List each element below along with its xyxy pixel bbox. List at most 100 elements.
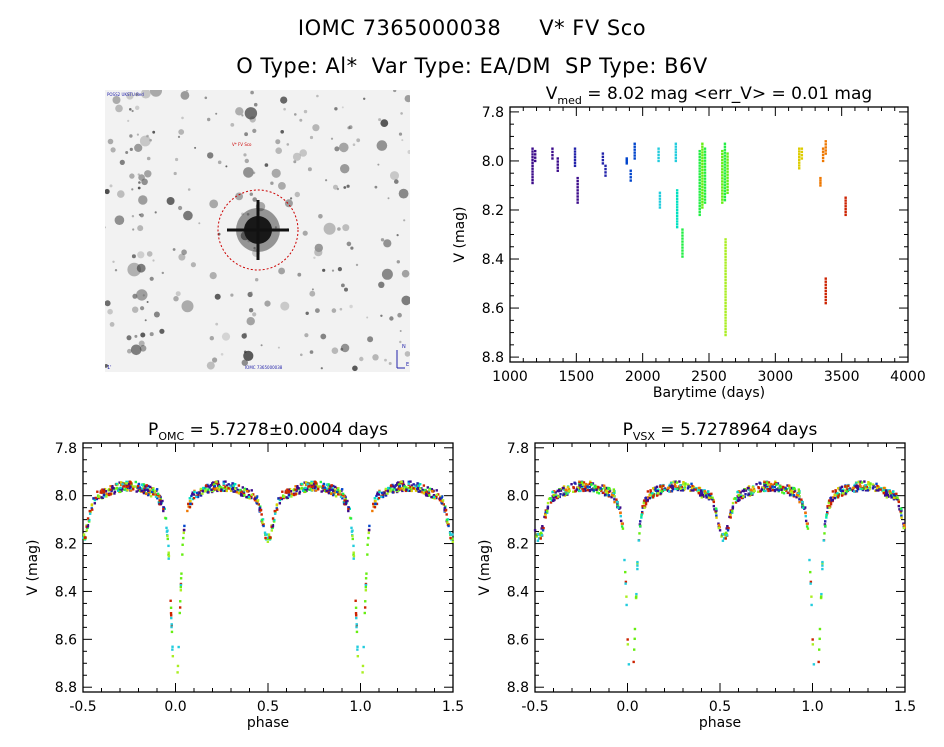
light-curve-point <box>726 167 729 170</box>
phase-vsx-point <box>616 502 619 505</box>
phase-omc-point <box>214 481 217 484</box>
light-curve-point <box>724 328 727 331</box>
light-curve-point <box>824 292 827 296</box>
phase-vsx-point <box>861 487 864 490</box>
phase-omc-point <box>318 485 321 488</box>
light-curve-point <box>604 171 607 174</box>
phase-omc-point <box>130 483 133 486</box>
phase-omc-point <box>328 488 332 492</box>
phase-vsx-point <box>777 488 780 492</box>
phase-vsx-point <box>888 489 891 492</box>
phase-omc-point <box>137 489 140 492</box>
phase-vsx-y-tick-label: 8.4 <box>507 584 529 600</box>
phase-omc-point <box>297 487 300 490</box>
light-curve-point <box>625 158 628 162</box>
phase-vsx-point <box>777 489 780 492</box>
light-curve-point <box>723 190 727 193</box>
phase-omc-point <box>211 489 215 492</box>
phase-omc-point <box>310 489 314 492</box>
light-curve-point <box>726 164 729 167</box>
phase-omc-point <box>189 499 192 503</box>
phase-vsx-point <box>897 498 900 502</box>
phase-vsx-point <box>650 493 654 497</box>
phase-vsx-point <box>550 499 554 502</box>
phase-vsx-point <box>889 491 892 495</box>
phase-vsx-point <box>706 490 710 493</box>
phase-vsx-point <box>768 488 771 491</box>
phase-vsx-point <box>765 481 769 484</box>
phase-omc-point <box>404 487 407 491</box>
phase-omc-point <box>143 484 147 488</box>
light-curve-point <box>698 158 701 162</box>
phase-omc-point <box>380 494 383 498</box>
phase-vsx-point <box>738 490 741 493</box>
phase-omc-point <box>95 497 99 501</box>
phase-omc-point <box>327 486 331 489</box>
phase-omc-point <box>235 491 239 494</box>
phase-vsx-point <box>861 487 865 490</box>
phase-vsx-point <box>781 488 784 491</box>
phase-omc-point <box>417 484 420 487</box>
phase-vsx-point <box>675 481 679 484</box>
light-curve-x-tick-label: 3000 <box>758 369 794 385</box>
light-curve-point <box>726 191 729 195</box>
phase-vsx-point <box>830 499 834 502</box>
phase-omc-point <box>388 490 392 493</box>
phase-omc-point <box>296 487 300 490</box>
phase-vsx-point <box>714 507 718 510</box>
phase-vsx-y-tick-label: 8.2 <box>507 537 529 553</box>
phase-vsx-point <box>849 488 852 491</box>
phase-omc-point <box>191 497 195 501</box>
phase-omc-point <box>287 488 290 492</box>
phase-vsx-point <box>646 498 649 502</box>
phase-vsx-point <box>791 487 794 491</box>
phase-omc-point <box>344 499 347 503</box>
light-curve-point <box>675 191 679 195</box>
phase-omc-point <box>272 520 276 523</box>
phase-vsx-point <box>773 489 777 493</box>
phase-vsx-point <box>861 488 865 492</box>
phase-vsx-point <box>612 488 616 491</box>
phase-omc-point <box>313 480 316 484</box>
light-curve-point <box>674 142 678 145</box>
phase-vsx-point <box>845 490 849 493</box>
phase-omc-point <box>167 554 171 558</box>
phase-vsx-point <box>734 497 737 500</box>
light-curve-point <box>844 205 847 208</box>
phase-vsx-point <box>857 480 860 484</box>
phase-omc-point <box>319 480 322 484</box>
phase-vsx-point <box>591 487 595 490</box>
phase-vsx-point <box>670 489 674 493</box>
compass-icon: N E <box>396 344 409 369</box>
phase-vsx-point <box>707 498 711 501</box>
phase-vsx-point <box>852 486 855 490</box>
phase-vsx-point <box>666 489 670 492</box>
phase-vsx-point <box>564 488 567 491</box>
phase-omc-point <box>86 523 90 527</box>
phase-omc-point <box>413 487 417 491</box>
phase-vsx-point <box>752 489 755 493</box>
phase-omc-point <box>295 492 298 495</box>
phase-vsx-point <box>608 489 612 492</box>
light-curve-point <box>724 261 727 264</box>
phase-vsx-point <box>564 492 567 495</box>
phase-vsx-point <box>613 494 616 498</box>
phase-omc-point <box>314 485 317 488</box>
phase-vsx-point <box>824 524 827 528</box>
light-curve-point <box>675 194 679 198</box>
phase-vsx-point <box>729 512 732 515</box>
phase-vsx-point <box>888 490 891 493</box>
light-curve-point <box>724 301 727 305</box>
phase-vsx-point <box>564 493 567 496</box>
phase-vsx-point <box>844 485 847 488</box>
phase-omc-point <box>170 625 173 629</box>
phase-omc-point <box>221 489 224 492</box>
phase-vsx-point <box>663 487 667 490</box>
phase-omc-point <box>267 536 270 539</box>
phase-vsx-point <box>626 643 630 646</box>
phase-vsx-point <box>740 496 744 500</box>
phase-omc-point <box>338 491 341 494</box>
phase-omc-point <box>291 493 294 496</box>
phase-omc-point <box>296 485 299 489</box>
phase-vsx-point <box>692 486 695 489</box>
